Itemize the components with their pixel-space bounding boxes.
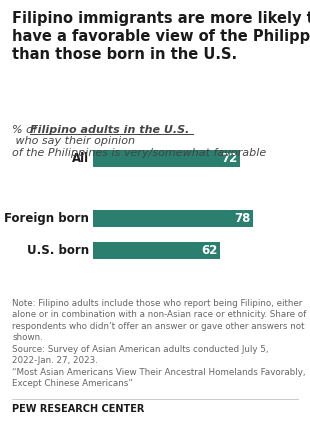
- Bar: [93, 242, 220, 259]
- Text: % of: % of: [12, 125, 41, 135]
- Text: 78: 78: [234, 212, 250, 225]
- Text: of the Philippines is very/somewhat favorable: of the Philippines is very/somewhat favo…: [12, 148, 267, 158]
- Text: who say their opinion: who say their opinion: [12, 136, 135, 146]
- Text: U.S. born: U.S. born: [27, 244, 89, 257]
- Text: 62: 62: [201, 244, 217, 257]
- Bar: [93, 210, 253, 227]
- Bar: [93, 150, 240, 167]
- Text: Filipino adults in the U.S.: Filipino adults in the U.S.: [30, 125, 189, 135]
- Text: Filipino immigrants are more likely to
have a favorable view of the Philippines
: Filipino immigrants are more likely to h…: [12, 11, 310, 61]
- Text: PEW RESEARCH CENTER: PEW RESEARCH CENTER: [12, 404, 145, 414]
- Text: 72: 72: [222, 152, 238, 165]
- Text: Note: Filipino adults include those who report being Filipino, either alone or i: Note: Filipino adults include those who …: [12, 299, 307, 388]
- Text: All: All: [72, 152, 89, 165]
- Text: Foreign born: Foreign born: [4, 212, 89, 225]
